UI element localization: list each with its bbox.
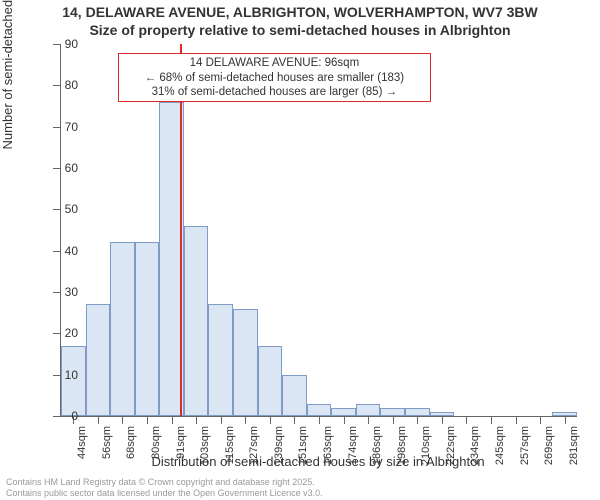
footer-attribution: Contains HM Land Registry data © Crown c…	[6, 477, 323, 498]
x-tick	[393, 416, 394, 424]
x-tick	[540, 416, 541, 424]
histogram-bar	[405, 408, 430, 416]
histogram-bar	[184, 226, 209, 416]
y-tick-label: 10	[48, 368, 78, 382]
annotation-box: 14 DELAWARE AVENUE: 96sqm ← 68% of semi-…	[118, 53, 431, 102]
histogram-bar	[331, 408, 356, 416]
x-tick	[442, 416, 443, 424]
chart-title-line2: Size of property relative to semi-detach…	[0, 22, 600, 38]
x-tick	[221, 416, 222, 424]
x-tick	[344, 416, 345, 424]
histogram-bar	[208, 304, 233, 416]
histogram-bar	[86, 304, 111, 416]
histogram-bar	[307, 404, 332, 416]
y-tick-label: 90	[48, 37, 78, 51]
y-tick-label: 40	[48, 244, 78, 258]
property-histogram-chart: 14, DELAWARE AVENUE, ALBRIGHTON, WOLVERH…	[0, 0, 600, 500]
x-tick	[122, 416, 123, 424]
y-tick-label: 0	[48, 409, 78, 423]
annotation-line1: 14 DELAWARE AVENUE: 96sqm	[125, 56, 424, 70]
y-tick-label: 30	[48, 285, 78, 299]
x-tick	[172, 416, 173, 424]
x-tick	[147, 416, 148, 424]
y-axis-label: Number of semi-detached properties	[0, 0, 15, 230]
histogram-bar	[282, 375, 307, 416]
x-tick	[270, 416, 271, 424]
histogram-bar	[258, 346, 283, 416]
y-tick-label: 20	[48, 326, 78, 340]
x-axis-label: Distribution of semi-detached houses by …	[60, 454, 576, 469]
x-tick	[294, 416, 295, 424]
chart-title-line1: 14, DELAWARE AVENUE, ALBRIGHTON, WOLVERH…	[0, 4, 600, 20]
plot-area: 14 DELAWARE AVENUE: 96sqm ← 68% of semi-…	[60, 44, 577, 417]
histogram-bar	[380, 408, 405, 416]
x-tick	[491, 416, 492, 424]
x-tick	[565, 416, 566, 424]
footer-line1: Contains HM Land Registry data © Crown c…	[6, 477, 323, 487]
x-tick	[196, 416, 197, 424]
histogram-bar	[233, 309, 258, 416]
histogram-bar	[110, 242, 135, 416]
x-tick	[368, 416, 369, 424]
histogram-bar	[356, 404, 381, 416]
x-tick	[466, 416, 467, 424]
annotation-line3: 31% of semi-detached houses are larger (…	[125, 85, 424, 99]
y-tick-label: 50	[48, 202, 78, 216]
x-tick	[245, 416, 246, 424]
annotation-line2: ← 68% of semi-detached houses are smalle…	[125, 71, 424, 85]
x-tick	[98, 416, 99, 424]
x-tick	[417, 416, 418, 424]
y-tick-label: 80	[48, 78, 78, 92]
x-tick	[319, 416, 320, 424]
y-tick-label: 60	[48, 161, 78, 175]
histogram-bar	[135, 242, 160, 416]
y-tick-label: 70	[48, 120, 78, 134]
x-tick	[516, 416, 517, 424]
footer-line2: Contains public sector data licensed und…	[6, 488, 323, 498]
